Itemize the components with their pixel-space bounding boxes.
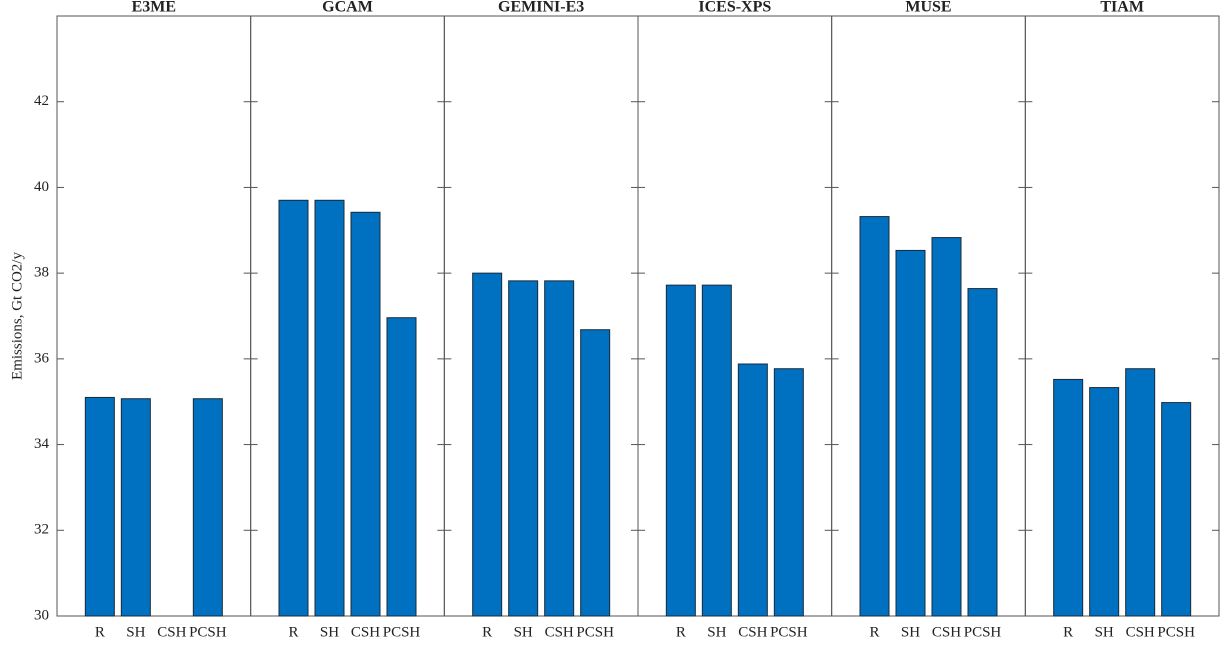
bar (1161, 402, 1192, 617)
y-axis-label: Emissions, Gt CO2/y (9, 252, 25, 380)
x-tick-label: R (95, 624, 105, 640)
x-tick-label: CSH (932, 624, 961, 640)
bar (120, 398, 151, 617)
panel-title: E3ME (132, 0, 176, 16)
panel-title: MUSE (905, 0, 951, 16)
y-tick-label: 32 (34, 522, 49, 538)
x-tick-label: R (482, 624, 492, 640)
x-tick-label: CSH (545, 624, 574, 640)
x-tick-label: R (676, 624, 686, 640)
x-tick-label: R (288, 624, 298, 640)
bar (386, 317, 417, 617)
bar (580, 329, 611, 617)
x-tick-label: SH (707, 624, 726, 640)
x-tick-label: SH (514, 624, 533, 640)
x-tick-label: R (1063, 624, 1073, 640)
bar (544, 280, 575, 617)
bar (737, 363, 768, 617)
x-tick-label: PCSH (770, 624, 808, 640)
x-tick-label: PCSH (1157, 624, 1195, 640)
x-tick-label: PCSH (189, 624, 227, 640)
bar (895, 249, 926, 617)
panel-title: GCAM (322, 0, 373, 16)
x-tick-label: SH (901, 624, 920, 640)
y-tick-label: 36 (34, 350, 50, 366)
bar (192, 398, 223, 617)
panel-frame (1024, 15, 1220, 617)
bar (1089, 387, 1120, 617)
bar (967, 288, 998, 617)
x-tick-label: CSH (738, 624, 767, 640)
y-tick-label: 30 (34, 607, 49, 623)
bar (931, 237, 962, 617)
x-tick-label: PCSH (383, 624, 421, 640)
bar (84, 396, 115, 617)
x-tick-label: PCSH (964, 624, 1002, 640)
bar (1053, 378, 1084, 617)
x-tick-label: CSH (157, 624, 186, 640)
bar (1125, 368, 1156, 617)
bar (665, 284, 696, 617)
bar (701, 284, 732, 617)
bar (859, 216, 890, 617)
bar (773, 368, 804, 617)
y-tick-label: 34 (34, 436, 50, 452)
panel-title: GEMINI-E3 (498, 0, 584, 16)
x-tick-label: PCSH (576, 624, 614, 640)
x-tick-label: SH (126, 624, 145, 640)
bar (314, 199, 345, 617)
bar (472, 272, 503, 617)
y-tick-label: 42 (34, 93, 49, 109)
panel-title: ICES-XPS (698, 0, 771, 16)
x-tick-label: R (869, 624, 879, 640)
bar (278, 199, 309, 617)
x-tick-label: SH (320, 624, 339, 640)
x-tick-label: CSH (1126, 624, 1155, 640)
bar (508, 280, 539, 617)
y-tick-label: 40 (34, 179, 49, 195)
bar (350, 211, 381, 617)
panel-title: TIAM (1100, 0, 1144, 16)
x-tick-label: CSH (351, 624, 380, 640)
y-tick-label: 38 (34, 265, 49, 281)
x-tick-label: SH (1095, 624, 1114, 640)
